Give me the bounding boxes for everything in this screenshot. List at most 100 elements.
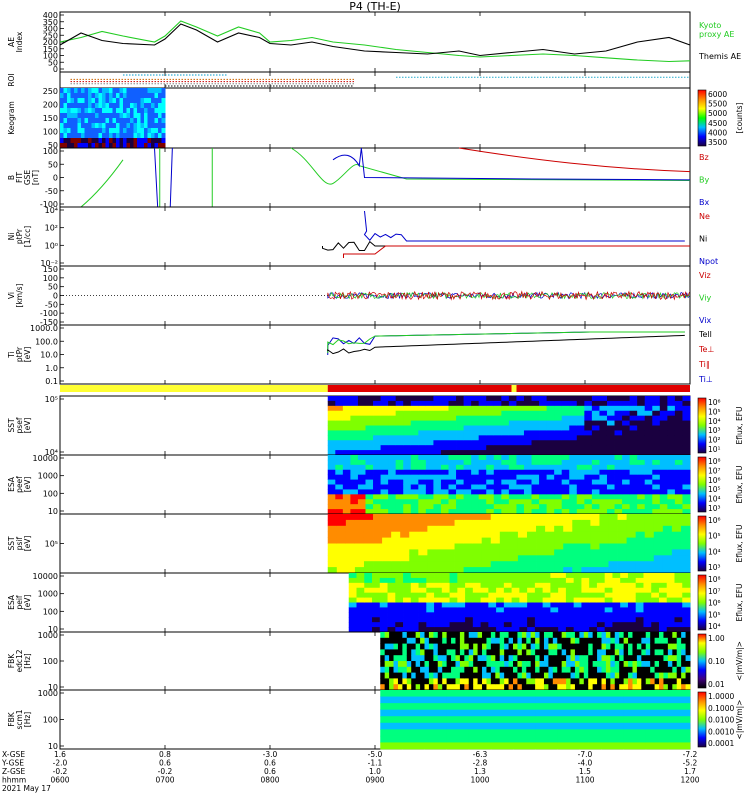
esa-electron-cell <box>629 464 638 471</box>
sst-electron-cell <box>425 435 434 441</box>
keogram-cell <box>98 123 103 129</box>
fbk-efield-cell <box>464 655 470 662</box>
colorbar-tick: 10⁴ <box>708 622 721 631</box>
sst-ion-cell <box>662 555 673 562</box>
fbk-efield-cell <box>570 672 576 679</box>
keogram-cell <box>105 138 110 144</box>
series-line-ne <box>343 245 690 258</box>
keogram-cell <box>119 128 124 134</box>
sst-electron-cell <box>471 410 480 417</box>
esa-electron-cell <box>501 464 510 471</box>
keogram-cell <box>60 113 64 119</box>
keogram-cell <box>74 98 78 104</box>
sst-electron-cell <box>350 400 359 407</box>
fbk-bfield-cell <box>446 690 470 697</box>
esa-ion-cell <box>643 573 652 579</box>
sst-electron-cell <box>659 405 668 412</box>
fbk-efield-cell <box>397 649 403 656</box>
sst-electron-cell <box>561 415 570 421</box>
keogram-cell <box>67 98 71 104</box>
fbk-efield-cell <box>406 637 412 644</box>
sst-ion-cell <box>581 543 591 550</box>
sst-electron-cell <box>569 410 578 417</box>
sst-electron-cell <box>448 410 457 417</box>
fbk-efield-cell <box>579 672 585 679</box>
sst-electron-cell <box>486 450 495 456</box>
sst-ion-cell <box>671 537 682 544</box>
fbk-efield-cell <box>428 632 434 639</box>
keogram-cell <box>109 88 113 94</box>
esa-ion-cell <box>573 587 582 594</box>
fbk-efield-cell <box>645 655 651 662</box>
esa-ion-cell <box>403 627 412 633</box>
sst-ion-cell <box>563 531 573 538</box>
esa-electron-cell <box>448 484 457 490</box>
fbk-efield-cell <box>557 684 563 691</box>
esa-ion-cell <box>658 607 668 613</box>
fbk-efield-cell <box>557 632 563 639</box>
keogram-cell <box>63 138 68 144</box>
esa-electron-cell <box>652 455 661 461</box>
sst-electron-cell <box>388 435 397 441</box>
sst-electron-cell <box>508 450 517 456</box>
esa-electron-cell <box>493 479 502 485</box>
fbk-bfield-cell <box>601 690 625 697</box>
fbk-efield-cell <box>645 661 651 668</box>
fbk-efield-cell <box>495 643 501 650</box>
fbk-bfield-cell <box>446 716 470 724</box>
esa-ion-cell <box>581 602 590 608</box>
esa-electron-cell <box>606 459 615 466</box>
sst-ion-cell <box>463 549 474 556</box>
esa-electron-cell <box>373 484 381 490</box>
esa-ion-cell <box>666 612 675 618</box>
esa-electron-cell <box>448 509 457 515</box>
sst-electron-cell <box>584 410 593 417</box>
fbk-efield-cell <box>535 655 540 662</box>
keogram-cell <box>88 98 92 104</box>
esa-ion-cell <box>348 582 357 589</box>
legend-entry: Npot <box>699 257 718 266</box>
colorbar-tick: 10⁵ <box>708 407 721 416</box>
esa-ion-cell <box>542 592 551 598</box>
keogram-cell <box>123 108 127 114</box>
esa-electron-cell <box>674 499 683 505</box>
sst-ion-cell <box>572 519 582 527</box>
sst-electron-cell <box>478 450 487 456</box>
sst-ion-cell <box>617 519 628 527</box>
fbk-efield-cell <box>628 684 633 691</box>
esa-electron-cell <box>531 489 540 495</box>
esa-electron-cell <box>523 455 532 461</box>
esa-ion-cell <box>643 612 652 618</box>
keogram-cell <box>126 103 131 109</box>
esa-electron-cell <box>357 455 366 461</box>
sst-ion-cell <box>427 555 437 562</box>
fbk-bfield-cell <box>424 716 448 724</box>
esa-electron-cell <box>365 455 374 461</box>
fbk-efield-cell <box>393 632 399 639</box>
esa-electron-cell <box>365 509 374 515</box>
esa-ion-cell <box>480 617 489 623</box>
esa-electron-cell <box>478 455 487 461</box>
fbk-efield-cell <box>486 678 492 685</box>
sst-ion-cell <box>418 531 428 538</box>
esa-electron-cell <box>644 464 653 471</box>
sst-electron-cell <box>637 396 646 402</box>
fbk-bfield-cell <box>446 709 470 717</box>
fbk-efield-cell <box>406 643 412 650</box>
keogram-cell <box>144 98 148 104</box>
esa-electron-cell <box>463 455 472 461</box>
esa-ion-cell <box>651 612 660 618</box>
sst-electron-cell <box>539 405 548 412</box>
esa-ion-cell <box>426 627 435 633</box>
fbk-efield-cell <box>548 661 554 668</box>
sst-ion-cell <box>454 537 464 544</box>
esa-ion-cell <box>496 622 505 628</box>
esa-electron-cell <box>456 489 464 495</box>
esa-electron-cell <box>403 469 412 476</box>
fbk-efield-cell <box>636 643 642 650</box>
sst-ion-cell <box>508 531 519 538</box>
fbk-efield-cell <box>455 632 461 639</box>
fbk-bfield-cell <box>468 709 492 717</box>
sst-ion-cell <box>472 537 483 544</box>
fbk-efield-cell <box>397 655 403 662</box>
